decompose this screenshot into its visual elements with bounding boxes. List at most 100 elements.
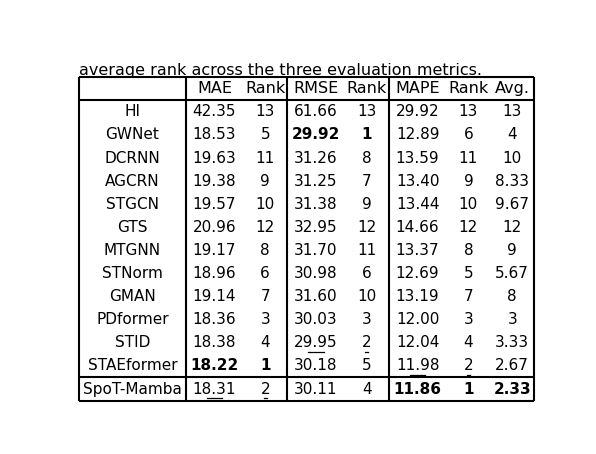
Text: 12: 12 (256, 220, 275, 235)
Text: 13: 13 (459, 104, 478, 119)
Text: 30.18: 30.18 (294, 358, 338, 374)
Text: 3: 3 (464, 312, 473, 327)
Text: STGCN: STGCN (106, 197, 159, 212)
Text: SpoT-Mamba: SpoT-Mamba (83, 381, 182, 396)
Text: 4: 4 (260, 336, 270, 350)
Text: 8: 8 (362, 151, 372, 166)
Text: 1: 1 (362, 128, 372, 143)
Text: 10: 10 (256, 197, 275, 212)
Text: STID: STID (114, 336, 150, 350)
Text: 5: 5 (464, 266, 473, 281)
Text: 18.22: 18.22 (190, 358, 238, 374)
Text: 31.25: 31.25 (294, 173, 338, 189)
Text: 7: 7 (260, 289, 270, 304)
Text: MAPE: MAPE (395, 81, 440, 96)
Text: 5: 5 (260, 128, 270, 143)
Text: GTS: GTS (117, 220, 148, 235)
Text: 8.33: 8.33 (495, 173, 529, 189)
Text: 3: 3 (260, 312, 270, 327)
Text: 2: 2 (464, 358, 473, 374)
Text: 20.96: 20.96 (193, 220, 236, 235)
Text: 19.38: 19.38 (193, 173, 236, 189)
Text: 4: 4 (507, 128, 517, 143)
Text: 10: 10 (502, 151, 522, 166)
Text: 6: 6 (260, 266, 270, 281)
Text: 42.35: 42.35 (193, 104, 236, 119)
Text: 12: 12 (459, 220, 478, 235)
Text: 5.67: 5.67 (495, 266, 529, 281)
Text: 9: 9 (362, 197, 372, 212)
Text: 18.36: 18.36 (193, 312, 236, 327)
Text: 30.98: 30.98 (294, 266, 338, 281)
Text: 8: 8 (464, 243, 473, 258)
Text: 13.37: 13.37 (396, 243, 439, 258)
Text: 29.95: 29.95 (294, 336, 338, 350)
Text: 18.96: 18.96 (193, 266, 236, 281)
Text: 19.14: 19.14 (193, 289, 236, 304)
Text: Rank: Rank (347, 81, 387, 96)
Text: STNorm: STNorm (102, 266, 163, 281)
Text: 4: 4 (362, 381, 372, 396)
Text: 29.92: 29.92 (396, 104, 439, 119)
Text: 2.67: 2.67 (495, 358, 529, 374)
Text: 7: 7 (464, 289, 473, 304)
Text: HI: HI (125, 104, 140, 119)
Text: 31.38: 31.38 (294, 197, 338, 212)
Text: 11.98: 11.98 (396, 358, 439, 374)
Text: 31.70: 31.70 (294, 243, 338, 258)
Text: 12.69: 12.69 (396, 266, 439, 281)
Text: 13: 13 (256, 104, 275, 119)
Text: 6: 6 (464, 128, 473, 143)
Text: 11: 11 (357, 243, 377, 258)
Text: 29.92: 29.92 (292, 128, 340, 143)
Text: 9.67: 9.67 (495, 197, 529, 212)
Text: 13.59: 13.59 (396, 151, 439, 166)
Text: MAE: MAE (197, 81, 232, 96)
Text: 9: 9 (260, 173, 270, 189)
Text: 1: 1 (260, 358, 271, 374)
Text: AGCRN: AGCRN (105, 173, 160, 189)
Text: Rank: Rank (448, 81, 489, 96)
Text: 31.60: 31.60 (294, 289, 338, 304)
Text: 11: 11 (256, 151, 275, 166)
Text: DCRNN: DCRNN (104, 151, 160, 166)
Text: 3: 3 (507, 312, 517, 327)
Text: 12: 12 (502, 220, 522, 235)
Text: 13: 13 (502, 104, 522, 119)
Text: 7: 7 (362, 173, 372, 189)
Text: 19.57: 19.57 (193, 197, 236, 212)
Text: 9: 9 (507, 243, 517, 258)
Text: 61.66: 61.66 (294, 104, 338, 119)
Text: 12: 12 (357, 220, 377, 235)
Text: 32.95: 32.95 (294, 220, 338, 235)
Text: 12.04: 12.04 (396, 336, 439, 350)
Text: 30.03: 30.03 (294, 312, 338, 327)
Text: 1: 1 (463, 381, 474, 396)
Text: 10: 10 (357, 289, 377, 304)
Text: 18.53: 18.53 (193, 128, 236, 143)
Text: Rank: Rank (245, 81, 285, 96)
Text: 14.66: 14.66 (396, 220, 439, 235)
Text: 9: 9 (464, 173, 473, 189)
Text: 3: 3 (362, 312, 372, 327)
Text: 8: 8 (507, 289, 517, 304)
Text: 13: 13 (357, 104, 377, 119)
Text: 30.11: 30.11 (294, 381, 338, 396)
Text: 12.00: 12.00 (396, 312, 439, 327)
Text: GMAN: GMAN (109, 289, 156, 304)
Text: 2.33: 2.33 (493, 381, 531, 396)
Text: 10: 10 (459, 197, 478, 212)
Text: 13.40: 13.40 (396, 173, 439, 189)
Text: PDformer: PDformer (96, 312, 169, 327)
Text: 8: 8 (260, 243, 270, 258)
Text: MTGNN: MTGNN (104, 243, 161, 258)
Text: RMSE: RMSE (293, 81, 339, 96)
Text: 31.26: 31.26 (294, 151, 338, 166)
Text: 2: 2 (362, 336, 372, 350)
Text: 3.33: 3.33 (495, 336, 529, 350)
Text: 13.44: 13.44 (396, 197, 439, 212)
Text: 18.38: 18.38 (193, 336, 236, 350)
Text: 19.63: 19.63 (193, 151, 237, 166)
Text: 19.17: 19.17 (193, 243, 236, 258)
Text: 2: 2 (260, 381, 270, 396)
